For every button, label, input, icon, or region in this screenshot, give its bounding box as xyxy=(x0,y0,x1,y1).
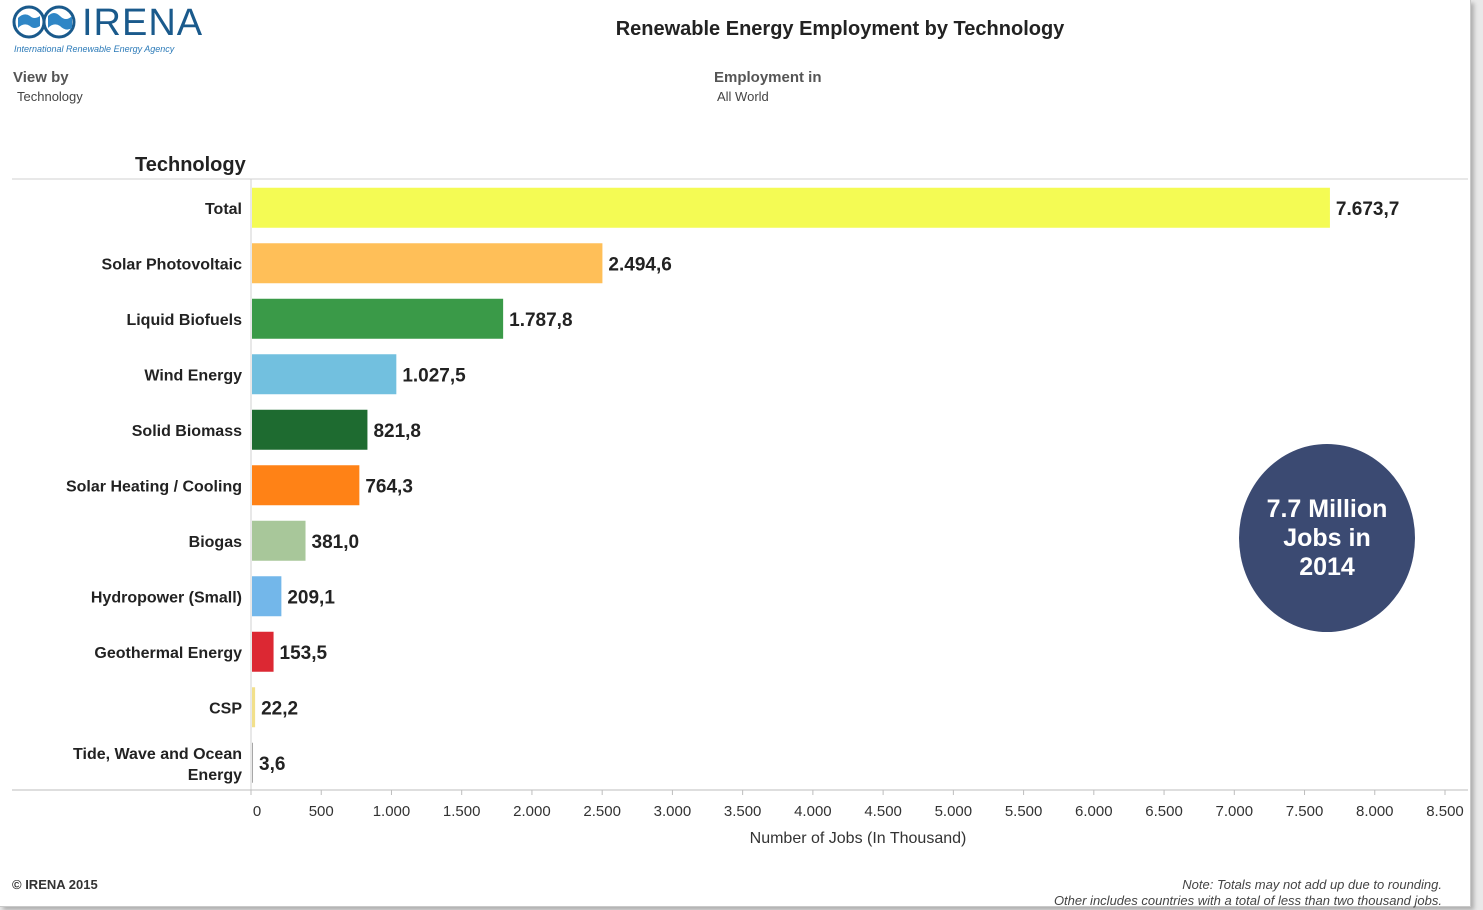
bar-value-label: 1.787,8 xyxy=(509,310,572,331)
irena-logo: IRENA International Renewable Energy Age… xyxy=(12,2,212,56)
category-label: Wind Energy xyxy=(144,367,242,384)
employment-in-label: Employment in xyxy=(714,69,822,86)
x-tick-label: 7.500 xyxy=(1286,803,1324,820)
category-label: Geothermal Energy xyxy=(94,645,242,662)
bar-value-label: 2.494,6 xyxy=(608,254,671,275)
x-tick-label: 1.500 xyxy=(443,803,481,820)
bar-value-label: 1.027,5 xyxy=(402,365,466,386)
bar-value-label: 821,8 xyxy=(373,421,421,442)
bar xyxy=(252,465,360,506)
bar xyxy=(252,409,368,450)
bar xyxy=(252,687,256,728)
view-by-value[interactable]: Technology xyxy=(17,89,83,104)
x-tick-label: 8.500 xyxy=(1426,803,1464,820)
x-tick-label: 1.000 xyxy=(373,803,411,820)
category-label: CSP xyxy=(209,700,242,717)
badge-line-1: 7.7 Million xyxy=(1266,494,1388,523)
chart-title: Renewable Energy Employment by Technolog… xyxy=(615,18,1065,40)
bar xyxy=(252,631,274,672)
badge-line-2: Jobs in 2014 xyxy=(1283,523,1371,581)
category-label: Solid Biomass xyxy=(132,423,242,440)
total-jobs-badge: 7.7 Million Jobs in 2014 xyxy=(1239,444,1415,632)
x-tick-label: 7.000 xyxy=(1216,803,1254,820)
bar-value-label: 764,3 xyxy=(365,476,413,497)
x-tick-label: 4.000 xyxy=(794,803,832,820)
x-tick-label: 6.000 xyxy=(1075,803,1113,820)
category-label: Tide, Wave and Ocean xyxy=(73,746,242,763)
x-tick-label: 0 xyxy=(253,803,261,820)
bar xyxy=(252,742,253,783)
x-tick-label: 2.000 xyxy=(513,803,551,820)
x-tick-label: 500 xyxy=(309,803,334,820)
x-tick-label: 3.500 xyxy=(724,803,762,820)
logo-wordmark: IRENA xyxy=(82,2,204,44)
bar-value-label: 3,6 xyxy=(259,754,285,775)
x-tick-label: 6.500 xyxy=(1145,803,1183,820)
logo-subtitle: International Renewable Energy Agency xyxy=(14,44,175,54)
x-tick-label: 3.000 xyxy=(654,803,692,820)
category-label: Solar Heating / Cooling xyxy=(66,478,242,495)
bar xyxy=(252,298,504,339)
x-tick-label: 5.500 xyxy=(1005,803,1043,820)
bar-value-label: 381,0 xyxy=(312,532,360,553)
bar-value-label: 209,1 xyxy=(287,587,335,608)
footnote-other: Other includes countries with a total of… xyxy=(1053,893,1442,908)
bar xyxy=(252,354,397,395)
category-label: Biogas xyxy=(189,534,242,551)
x-tick-label: 5.000 xyxy=(935,803,973,820)
x-tick-label: 8.000 xyxy=(1356,803,1394,820)
category-label: Total xyxy=(205,201,242,218)
bar-value-label: 22,2 xyxy=(261,698,298,719)
bar-value-label: 153,5 xyxy=(280,643,328,664)
bar-chart: Total 7.673,7 Solar Photovoltaic 2.494,6 Liq… xyxy=(12,178,1468,847)
x-tick-label: 2.500 xyxy=(583,803,621,820)
category-label: Liquid Biofuels xyxy=(126,312,242,329)
employment-in-value[interactable]: All World xyxy=(717,89,769,104)
footnote-rounding: Note: Totals may not add up due to round… xyxy=(1182,877,1442,892)
category-label: Hydropower (Small) xyxy=(91,589,242,606)
bar xyxy=(252,243,603,284)
x-tick-label: 4.500 xyxy=(864,803,902,820)
bar-value-label: 7.673,7 xyxy=(1336,199,1399,220)
globe-logo-icon xyxy=(12,5,76,39)
copyright-text: © IRENA 2015 xyxy=(12,877,98,892)
bar xyxy=(252,187,1330,228)
bar xyxy=(252,576,282,617)
category-label: Solar Photovoltaic xyxy=(102,256,243,273)
category-label: Energy xyxy=(188,767,242,784)
view-by-label: View by xyxy=(13,69,69,86)
x-axis-title: Number of Jobs (In Thousand) xyxy=(750,830,967,847)
bar xyxy=(252,520,306,561)
technology-row-header: Technology xyxy=(135,154,246,176)
